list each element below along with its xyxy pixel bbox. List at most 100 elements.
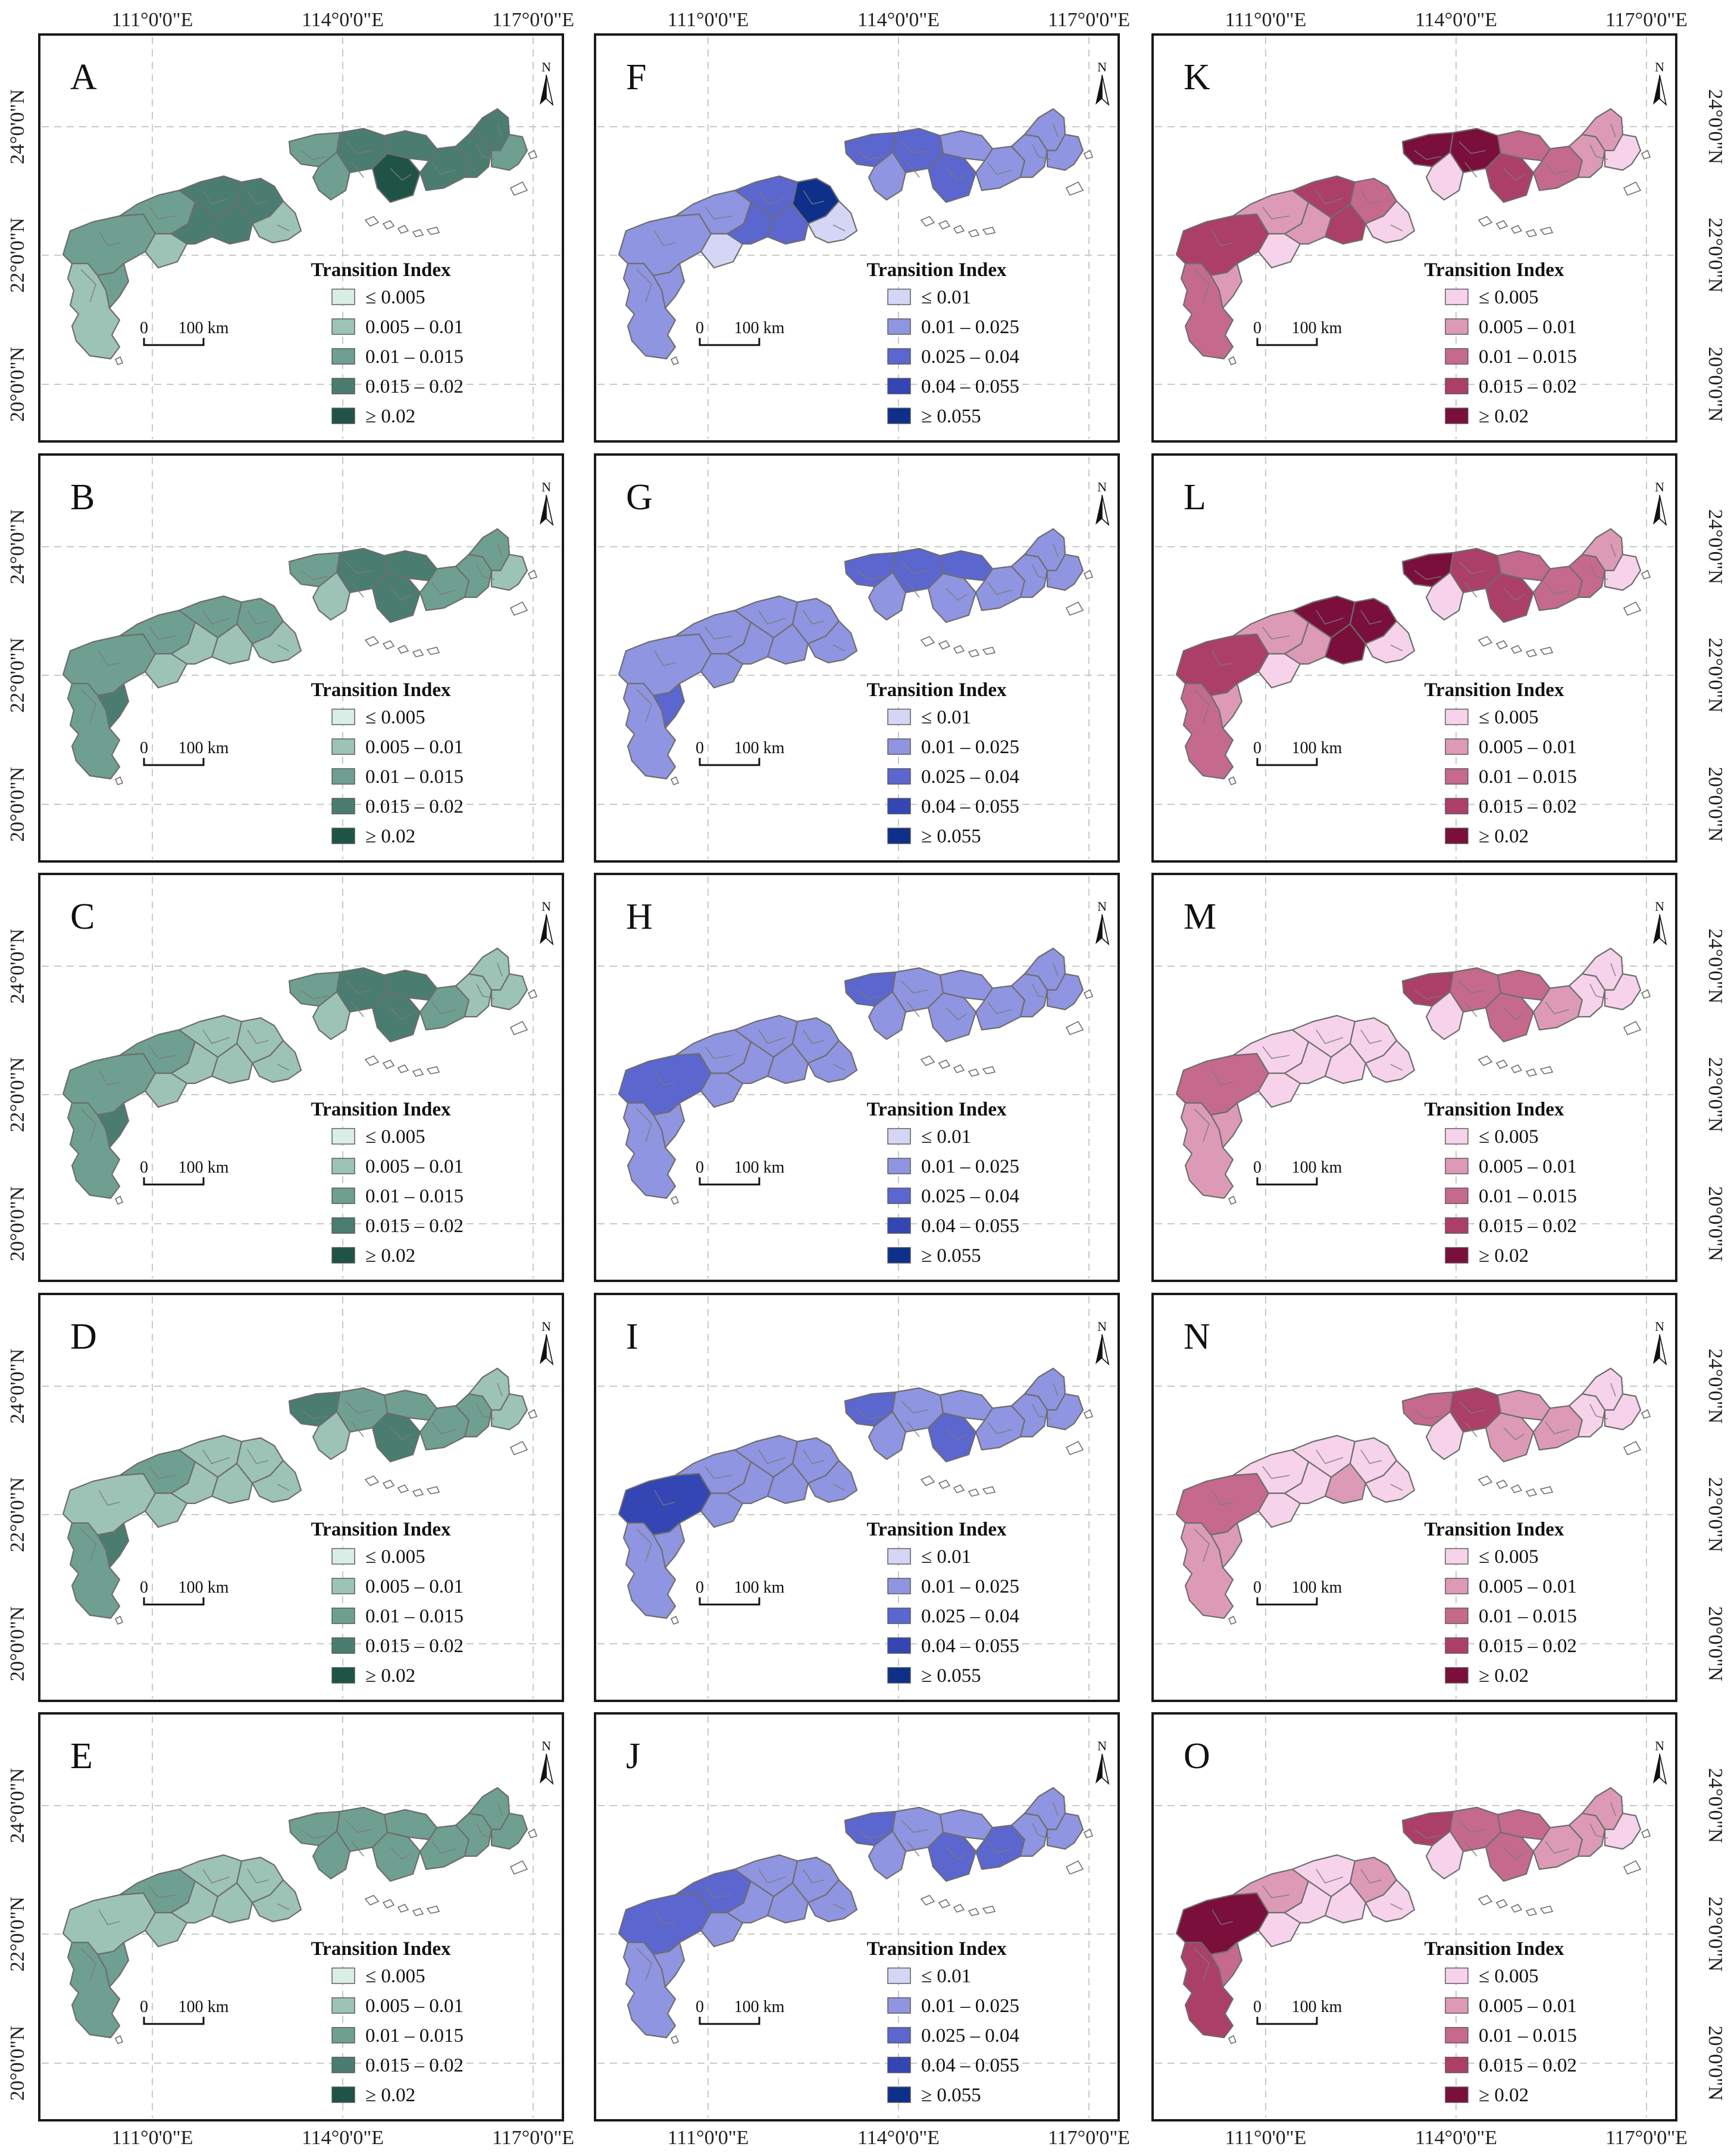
map-region	[490, 1393, 528, 1431]
district-boundary	[1390, 1484, 1403, 1491]
choropleth-map	[62, 108, 538, 366]
district-boundary	[803, 610, 825, 625]
scale-bar-distance: 100 km	[734, 739, 785, 757]
legend-label: ≥ 0.02	[1479, 826, 1529, 847]
district-boundary	[431, 1841, 456, 1854]
district-boundary	[497, 543, 503, 557]
district-boundary	[277, 224, 290, 231]
district-boundary	[1053, 543, 1059, 557]
north-label: N	[1097, 480, 1107, 494]
district-boundary	[1194, 689, 1210, 723]
panel-letter: M	[1184, 897, 1216, 937]
island	[953, 644, 965, 654]
legend: Transition Index ≤ 0.005 0.005 – 0.01 0.01 …	[311, 679, 464, 847]
island	[1623, 1860, 1642, 1875]
district-boundary	[1610, 1383, 1616, 1397]
choropleth-map	[1175, 108, 1651, 366]
scale-bar-zero: 0	[696, 739, 704, 757]
legend-swatch	[1445, 2086, 1469, 2103]
legend-swatch	[887, 1607, 911, 1624]
district-boundary	[1458, 141, 1486, 154]
district-boundary	[1194, 269, 1210, 303]
district-boundary	[300, 570, 328, 580]
district-boundary	[497, 1383, 503, 1397]
island	[1495, 1060, 1508, 1069]
map-panel-j: J N Transition Index ≤ 0.01 0.01 – 0.025 0.02…	[594, 1712, 1120, 2121]
legend-label: 0.015 – 0.02	[365, 1635, 464, 1657]
map-panel-e: E N Transition Index ≤ 0.005 0.005 – 0.01 0.0…	[38, 1712, 564, 2121]
scale-bar-line	[1256, 1597, 1318, 1606]
legend-swatch	[331, 1667, 355, 1684]
island	[982, 1066, 996, 1074]
district-boundary	[901, 980, 929, 994]
north-label: N	[1655, 480, 1664, 494]
legend-swatch	[1445, 798, 1469, 814]
map-region	[1046, 1812, 1084, 1850]
district-boundary	[1032, 144, 1051, 160]
legend-swatch	[331, 1548, 355, 1565]
district-boundary	[80, 269, 96, 303]
island	[412, 1068, 424, 1077]
district-boundary	[758, 190, 786, 205]
island	[1510, 224, 1523, 234]
island	[364, 636, 380, 647]
district-boundary	[907, 162, 920, 178]
district-boundary	[1503, 588, 1525, 601]
map-region	[868, 1411, 907, 1461]
map-region	[807, 620, 858, 664]
panel-letter: G	[626, 477, 653, 518]
map-region	[1210, 1522, 1243, 1569]
district-boundary	[946, 588, 968, 601]
district-boundary	[202, 1869, 230, 1884]
map-panel-g: G N Transition Index ≤ 0.01 0.01 – 0.025 0.02…	[594, 453, 1120, 863]
legend: Transition Index ≤ 0.005 0.005 – 0.01 0.01 …	[311, 1099, 464, 1267]
bottom-longitude-label: 114°0'0"E	[302, 2127, 384, 2149]
island	[968, 1908, 980, 1916]
legend-label: ≤ 0.005	[365, 707, 425, 728]
legend-label: ≤ 0.005	[365, 1126, 425, 1148]
legend-label: 0.04 – 0.055	[921, 2055, 1019, 2076]
district-boundary	[1194, 1948, 1210, 1982]
district-boundary	[1503, 1007, 1525, 1021]
legend-label: 0.04 – 0.055	[921, 1215, 1019, 1237]
legend-swatch	[887, 709, 911, 725]
scale-bar: 0 100 km	[696, 319, 785, 346]
district-boundary	[1032, 1403, 1051, 1419]
district-boundary	[1589, 144, 1608, 160]
island	[982, 647, 996, 655]
map-region	[726, 1041, 775, 1085]
island	[1065, 1440, 1084, 1455]
legend-label: ≥ 0.02	[1479, 406, 1529, 427]
legend-label: 0.01 – 0.015	[365, 2025, 464, 2047]
district-boundary	[247, 1029, 269, 1044]
map-region	[807, 1879, 858, 1923]
map-region	[251, 1879, 302, 1923]
legend-swatch	[331, 738, 355, 755]
map-region	[1604, 1393, 1642, 1431]
map-region	[1425, 991, 1464, 1041]
district-boundary	[149, 626, 177, 640]
right-latitude-label: 22°0'0"N	[1704, 1057, 1726, 1132]
scale-bar-distance: 100 km	[179, 1578, 229, 1597]
map-region	[1046, 133, 1084, 171]
map-region	[807, 200, 858, 244]
scale-bar-zero: 0	[696, 1998, 704, 2016]
district-boundary	[476, 564, 495, 580]
panel-letter: I	[626, 1317, 638, 1357]
map-panel-k: K N Transition Index ≤ 0.005 0.005 – 0.01 0.0…	[1151, 33, 1677, 443]
map-region	[1284, 1041, 1332, 1085]
legend-label: 0.025 – 0.04	[921, 1606, 1019, 1627]
map-region	[1364, 1879, 1416, 1923]
map-region	[170, 1880, 219, 1924]
legend-label: 0.01 – 0.025	[921, 1995, 1019, 2017]
district-boundary	[1610, 963, 1616, 977]
map-region	[1364, 1039, 1416, 1083]
legend-swatch	[1445, 2057, 1469, 2073]
district-boundary	[636, 1528, 652, 1562]
district-boundary	[856, 989, 884, 999]
district-boundary	[1262, 1046, 1290, 1059]
district-boundary	[901, 1820, 929, 1833]
left-latitude-label: 22°0'0"N	[7, 1477, 29, 1552]
district-boundary	[431, 1001, 456, 1014]
legend-label: 0.025 – 0.04	[921, 1186, 1019, 1207]
